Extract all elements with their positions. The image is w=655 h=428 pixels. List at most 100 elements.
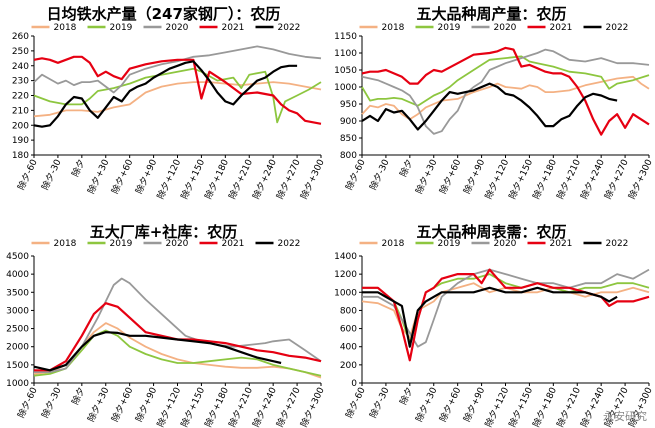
chart-title: 五大品种周表需：农历 xyxy=(416,223,566,241)
series-line-2022 xyxy=(361,82,618,131)
series-line-2019 xyxy=(33,67,322,124)
chart-apparent-demand: 五大品种周表需：农历 0 200 400 600 800 1000 1200 1400 除夕-60… xyxy=(328,218,655,428)
y-tick-label: 230 xyxy=(12,77,29,87)
legend-label-2022: 2022 xyxy=(606,239,629,249)
series-line-2019 xyxy=(361,55,650,107)
legend-label-2018: 2018 xyxy=(382,23,405,33)
y-tick-label: 260 xyxy=(12,32,29,42)
legend-label-2021: 2021 xyxy=(222,239,245,249)
series-line-2022 xyxy=(33,331,282,372)
y-tick-label: 1100 xyxy=(334,49,357,59)
series-line-2020 xyxy=(361,48,650,135)
watermark-text: 永安研究 xyxy=(603,410,647,423)
x-tick-label: 除夕+60 xyxy=(437,385,464,424)
y-tick-label: 4000 xyxy=(6,270,29,280)
y-tick-label: 1000 xyxy=(334,83,357,93)
y-tick-label: 1400 xyxy=(334,252,357,262)
x-tick-label: 除夕+30 xyxy=(413,157,440,196)
legend-label-2020: 2020 xyxy=(166,23,189,33)
series-line-2018 xyxy=(33,322,322,379)
x-tick-label: 除夕+90 xyxy=(461,385,488,424)
legend-label-2018: 2018 xyxy=(54,23,77,33)
series-line-2022 xyxy=(33,60,298,128)
x-tick-label: 除夕+60 xyxy=(437,157,464,196)
y-tick-label: 4500 xyxy=(6,252,29,262)
x-tick-label: 除夕-30 xyxy=(39,157,64,192)
x-tick-label: 除夕-30 xyxy=(367,385,392,420)
x-tick-label: 除夕+30 xyxy=(413,385,440,424)
legend-label-2022: 2022 xyxy=(278,239,301,249)
y-tick-label: 900 xyxy=(340,117,357,127)
y-tick-label: 600 xyxy=(340,325,357,335)
legend-label-2021: 2021 xyxy=(550,23,573,33)
y-tick-label: 240 xyxy=(12,62,29,72)
series-line-2020 xyxy=(33,45,322,94)
x-tick-label: 除夕-60 xyxy=(343,157,368,192)
y-tick-label: 200 xyxy=(340,361,357,371)
series-line-2018 xyxy=(361,75,650,121)
legend-label-2020: 2020 xyxy=(494,239,517,249)
series-line-2020 xyxy=(362,268,650,348)
y-tick-label: 1050 xyxy=(334,66,357,76)
legend-label-2018: 2018 xyxy=(382,239,405,249)
x-tick-label: 除夕 xyxy=(69,385,87,406)
chart-svg: 五大品种周产量：农历 800 850 900 950 1000 1050 1100 1150 除夕… xyxy=(334,5,655,201)
series-line-2022 xyxy=(362,286,618,348)
chart-svg: 日均铁水产量（247家钢厂）：农历 180 190 200 210 220 230 240 25… xyxy=(12,5,327,201)
y-tick-label: 200 xyxy=(12,121,29,131)
y-tick-label: 190 xyxy=(12,136,29,146)
y-tick-label: 800 xyxy=(340,151,357,161)
legend-label-2022: 2022 xyxy=(278,23,301,33)
chart-svg: 五大品种周表需：农历 0 200 400 600 800 1000 1200 1400 除夕-60… xyxy=(334,223,655,428)
x-tick-label: 除夕+90 xyxy=(133,385,160,424)
legend-label-2019: 2019 xyxy=(110,239,133,249)
x-tick-label: 除夕-60 xyxy=(343,385,368,420)
legend-label-2020: 2020 xyxy=(166,239,189,249)
series-line-2021 xyxy=(33,55,322,125)
legend-label-2021: 2021 xyxy=(550,239,573,249)
x-tick-label: 除夕 xyxy=(397,385,415,406)
chart-title: 五大厂库+社库：农历 xyxy=(90,223,238,241)
legend-label-2019: 2019 xyxy=(438,239,461,249)
y-tick-label: 2500 xyxy=(6,325,29,335)
y-tick-label: 1200 xyxy=(334,270,357,280)
x-tick-label: 除夕-30 xyxy=(39,385,64,420)
chart-svg: 五大厂库+社库：农历 1000 1500 2000 2500 3000 3500 4000 45… xyxy=(6,223,327,428)
x-tick-label: 除夕+60 xyxy=(109,385,136,424)
y-tick-label: 210 xyxy=(12,106,29,116)
y-tick-label: 3500 xyxy=(6,288,29,298)
legend-label-2019: 2019 xyxy=(110,23,133,33)
x-tick-label: 除夕 xyxy=(397,157,415,178)
x-tick-label: 除夕+30 xyxy=(85,157,112,196)
y-tick-label: 1000 xyxy=(6,379,29,389)
y-tick-label: 250 xyxy=(12,47,29,57)
x-tick-label: 除夕-60 xyxy=(15,157,40,192)
y-tick-label: 400 xyxy=(340,343,357,353)
y-tick-label: 3000 xyxy=(6,306,29,316)
y-tick-label: 950 xyxy=(340,100,357,110)
legend-label-2020: 2020 xyxy=(494,23,517,33)
chart-inventory: 五大厂库+社库：农历 1000 1500 2000 2500 3000 3500 4000 45… xyxy=(0,218,327,428)
x-tick-label: 除夕+30 xyxy=(85,385,112,424)
y-tick-label: 0 xyxy=(351,379,357,389)
y-tick-label: 220 xyxy=(12,92,29,102)
y-tick-label: 2000 xyxy=(6,343,29,353)
chart-title: 日均铁水产量（247家钢厂）：农历 xyxy=(47,5,281,23)
legend-label-2022: 2022 xyxy=(606,23,629,33)
y-tick-label: 1150 xyxy=(334,32,357,42)
y-tick-label: 1000 xyxy=(334,288,357,298)
series-line-2018 xyxy=(33,81,322,118)
x-tick-label: 除夕+60 xyxy=(109,157,136,196)
x-tick-label: 除夕 xyxy=(69,157,87,178)
x-tick-label: 除夕+90 xyxy=(461,157,488,196)
y-tick-label: 1500 xyxy=(6,361,29,371)
legend-label-2019: 2019 xyxy=(438,23,461,33)
legend-label-2021: 2021 xyxy=(222,23,245,33)
y-tick-label: 180 xyxy=(12,151,29,161)
series-line-2020 xyxy=(34,277,322,373)
y-tick-label: 800 xyxy=(340,306,357,316)
series-line-2021 xyxy=(361,46,650,136)
x-tick-label: 除夕+90 xyxy=(133,157,160,196)
chart-iron-output: 日均铁水产量（247家钢厂）：农历 180 190 200 210 220 230 240 25… xyxy=(0,0,327,210)
chart-title: 五大品种周产量：农历 xyxy=(416,5,566,23)
